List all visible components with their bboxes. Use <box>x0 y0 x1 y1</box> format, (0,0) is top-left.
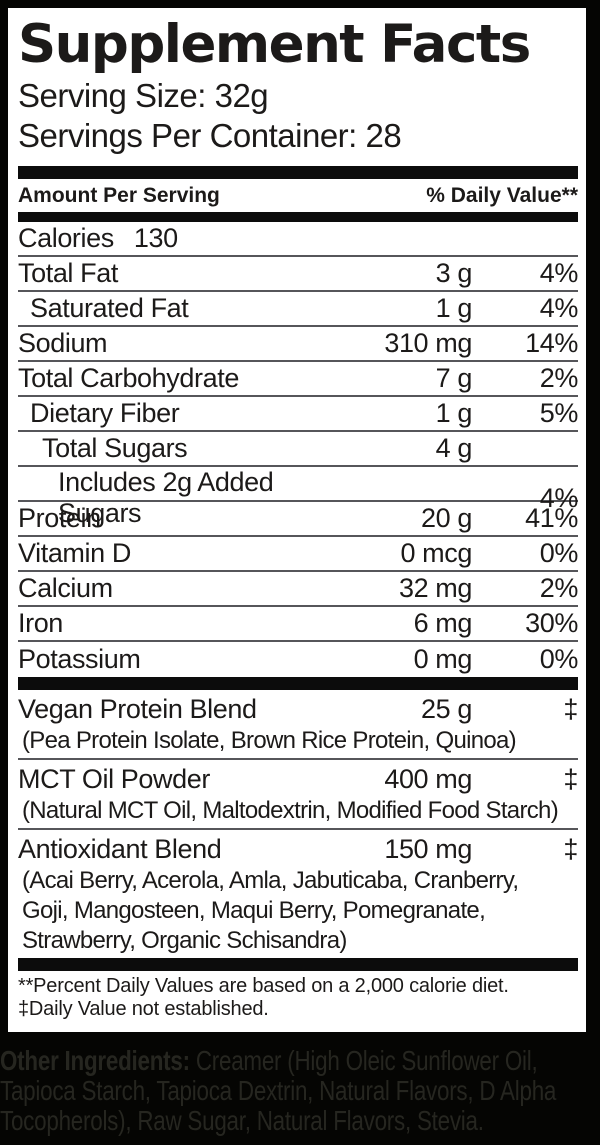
blend-components: (Pea Protein Isolate, Brown Rice Protein… <box>22 727 517 754</box>
nutrient-daily-value: 2% <box>539 573 579 603</box>
blend-amount: 400 mg <box>384 763 472 794</box>
nutrient-name: Iron <box>18 608 63 638</box>
nutrient-name: Total Carbohydrate <box>18 363 239 393</box>
other-ingredients-line: Other Ingredients: Creamer (High Oleic S… <box>0 1046 600 1076</box>
nutrient-daily-value: 0% <box>539 538 579 568</box>
footnote-line: **Percent Daily Values are based on a 2,… <box>18 975 509 997</box>
panel-title: Supplement Facts <box>18 14 531 75</box>
calories-row: Calories 130 <box>18 222 578 257</box>
blend-section: Antioxidant Blend 150 mg ‡ (Acai Berry, … <box>18 830 578 958</box>
nutrient-rows: Calories 130 Total Fat 3 g 4% Saturated … <box>18 222 578 677</box>
nutrient-row: Dietary Fiber 1 g 5% <box>18 397 578 432</box>
blend-sections: Vegan Protein Blend 25 g ‡ (Pea Protein … <box>18 690 578 958</box>
nutrient-amount: 1 g <box>435 293 473 323</box>
blend-daily-value: ‡ <box>563 693 578 724</box>
serving-size: Serving Size: 32g <box>18 77 269 114</box>
nutrient-daily-value: 0% <box>539 644 579 674</box>
blend-components: (Natural MCT Oil, Maltodextrin, Modified… <box>22 797 559 824</box>
blend-row: Antioxidant Blend 150 mg ‡ <box>18 832 578 866</box>
nutrient-amount: 0 mg <box>413 644 473 674</box>
nutrient-name: Saturated Fat <box>30 293 189 323</box>
nutrient-name: Potassium <box>18 644 141 674</box>
nutrient-daily-value: 4% <box>539 482 579 513</box>
blend-amount: 150 mg <box>384 833 472 864</box>
nutrient-daily-value: 4% <box>539 293 579 323</box>
nutrient-row: Sodium 310 mg 14% <box>18 327 578 362</box>
thick-divider <box>18 212 578 222</box>
nutrient-name: Total Sugars <box>42 433 188 463</box>
nutrient-amount: 1 g <box>435 398 473 428</box>
nutrient-amount: 0 mcg <box>400 538 472 568</box>
nutrient-row: Saturated Fat 1 g 4% <box>18 292 578 327</box>
nutrient-amount: 6 mg <box>413 608 473 638</box>
nutrient-name: Vitamin D <box>18 538 131 568</box>
nutrient-daily-value: 30% <box>525 608 578 638</box>
nutrient-name: Calcium <box>18 573 113 603</box>
calories-label: Calories <box>18 223 114 253</box>
nutrient-name: Protein <box>18 503 101 533</box>
calories-value: 130 <box>133 223 178 253</box>
footnote-line: ‡Daily Value not established. <box>18 998 269 1020</box>
other-ingredients-label: Other Ingredients: <box>0 1045 190 1076</box>
nutrient-name: Total Fat <box>18 258 118 288</box>
other-ingredients-line: Tapioca Starch, Tapioca Dextrin, Natural… <box>0 1075 557 1106</box>
nutrient-name: Includes 2g Added Sugars <box>58 467 274 528</box>
nutrient-name: Dietary Fiber <box>30 398 180 428</box>
nutrient-row: Iron 6 mg 30% <box>18 607 578 642</box>
other-ingredients-section: Other Ingredients: Creamer (High Oleic S… <box>0 1046 600 1136</box>
column-header-row: Amount Per Serving % Daily Value** <box>18 179 578 212</box>
blend-components: Strawberry, Organic Schisandra) <box>22 927 347 954</box>
nutrient-amount: 32 mg <box>398 573 472 603</box>
nutrient-row: Total Sugars 4 g <box>18 432 578 467</box>
nutrient-amount: 3 g <box>435 258 473 288</box>
nutrient-daily-value: 4% <box>539 258 579 288</box>
nutrient-row: Vitamin D 0 mcg 0% <box>18 537 578 572</box>
amount-per-serving-header: Amount Per Serving <box>18 183 220 207</box>
blend-name: MCT Oil Powder <box>18 763 210 794</box>
nutrient-row: Includes 2g Added Sugars 4% <box>18 467 578 528</box>
blend-row: MCT Oil Powder 400 mg ‡ <box>18 762 578 796</box>
thick-divider <box>18 166 578 179</box>
nutrient-daily-value: 2% <box>539 363 579 393</box>
supplement-facts-panel: Supplement Facts Serving Size: 32g Servi… <box>8 8 586 1032</box>
nutrient-row: Protein 20 g 41% <box>18 502 578 537</box>
nutrient-row: Total Fat 3 g 4% <box>18 257 578 292</box>
blend-components: (Acai Berry, Acerola, Amla, Jabuticaba, … <box>22 867 519 894</box>
nutrient-row: Total Carbohydrate 7 g 2% <box>18 362 578 397</box>
daily-value-header: % Daily Value** <box>426 183 578 207</box>
blend-daily-value: ‡ <box>563 833 578 864</box>
nutrient-amount: 310 mg <box>384 328 472 358</box>
nutrient-amount: 20 g <box>421 503 472 533</box>
nutrient-amount: 4 g <box>435 433 473 463</box>
nutrient-daily-value: 14% <box>525 328 578 358</box>
blend-row: Vegan Protein Blend 25 g ‡ <box>18 692 578 726</box>
blend-name: Vegan Protein Blend <box>18 693 257 724</box>
other-ingredients-line: Tocopherols), Raw Sugar, Natural Flavors… <box>0 1105 484 1136</box>
servings-per-container: Servings Per Container: 28 <box>18 117 402 154</box>
blend-section: Vegan Protein Blend 25 g ‡ (Pea Protein … <box>18 690 578 760</box>
nutrient-row: Potassium 0 mg 0% <box>18 642 578 677</box>
footnotes: **Percent Daily Values are based on a 2,… <box>18 975 578 1021</box>
nutrient-daily-value: 5% <box>539 398 579 428</box>
other-ingredients-text: Creamer (High Oleic Sunflower Oil, <box>189 1045 538 1076</box>
blend-components: Goji, Mangosteen, Maqui Berry, Pomegrana… <box>22 897 486 924</box>
blend-name: Antioxidant Blend <box>18 833 222 864</box>
nutrient-amount: 7 g <box>435 363 473 393</box>
thick-divider <box>18 677 578 690</box>
blend-section: MCT Oil Powder 400 mg ‡ (Natural MCT Oil… <box>18 760 578 830</box>
blend-amount: 25 g <box>421 693 472 724</box>
blend-daily-value: ‡ <box>563 763 578 794</box>
nutrient-daily-value: 41% <box>525 503 578 533</box>
thick-divider <box>18 958 578 971</box>
nutrient-row: Calcium 32 mg 2% <box>18 572 578 607</box>
nutrient-name: Sodium <box>18 328 108 358</box>
